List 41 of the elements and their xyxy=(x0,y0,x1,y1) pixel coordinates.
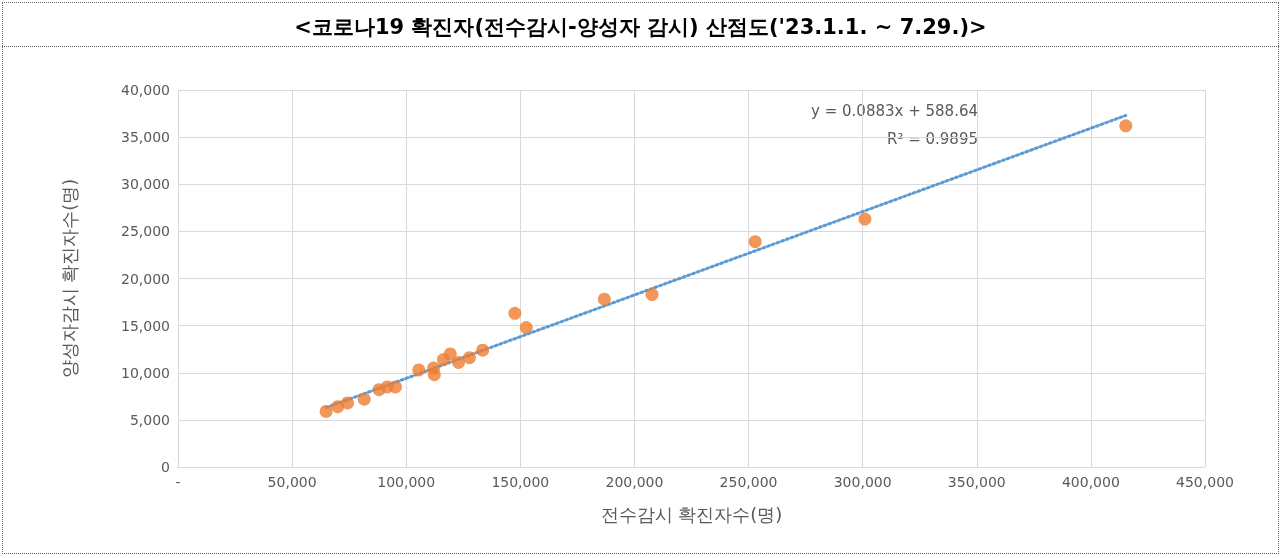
point xyxy=(645,288,659,302)
chart-title: <코로나19 확진자(전수감시-양성자 감시) 산점도('23.1.1. ~ 7.29.)> xyxy=(294,14,987,39)
point xyxy=(452,355,465,369)
point xyxy=(412,363,426,377)
annotation: y = 0.0883x + 588.64 xyxy=(811,101,978,120)
point xyxy=(597,292,611,306)
y-tick-label: 35,000 xyxy=(121,129,170,146)
x-tick-label: - xyxy=(175,474,181,490)
x-tick-label: 300,000 xyxy=(833,474,892,490)
point xyxy=(519,321,533,335)
point xyxy=(476,343,490,357)
y-axis-title: 양성자감시 확진자수(명) xyxy=(58,178,80,379)
point xyxy=(341,396,355,410)
point xyxy=(508,306,522,320)
x-axis-title: 전수감시 확진자수(명) xyxy=(600,503,783,525)
x-tick-label: 100,000 xyxy=(377,474,436,490)
y-tick-label: 20,000 xyxy=(121,270,170,287)
x-tick-label: 250,000 xyxy=(719,474,778,490)
point xyxy=(427,368,441,382)
point xyxy=(462,351,476,365)
point xyxy=(858,212,872,226)
point xyxy=(331,400,345,414)
y-tick-label: 5,000 xyxy=(129,411,170,428)
point xyxy=(319,404,333,418)
x-tick-label: 50,000 xyxy=(267,474,317,490)
y-tick-label: 15,000 xyxy=(121,317,170,334)
point xyxy=(389,380,402,394)
y-tick-label: 30,000 xyxy=(121,176,170,193)
y-tick-label: 25,000 xyxy=(121,223,170,240)
point xyxy=(357,392,371,406)
y-tick-label: 40,000 xyxy=(121,82,170,98)
y-tick-label: 10,000 xyxy=(121,364,170,381)
x-tick-label: 150,000 xyxy=(491,474,550,490)
x-tick-label: 400,000 xyxy=(1061,474,1120,490)
y-tick-label: 0 xyxy=(161,459,170,475)
x-tick-label: 200,000 xyxy=(605,474,664,490)
point xyxy=(1119,119,1133,133)
x-tick-label: 450,000 xyxy=(1176,474,1234,490)
point xyxy=(443,347,457,361)
x-tick-label: 350,000 xyxy=(947,474,1006,490)
point xyxy=(748,235,762,249)
